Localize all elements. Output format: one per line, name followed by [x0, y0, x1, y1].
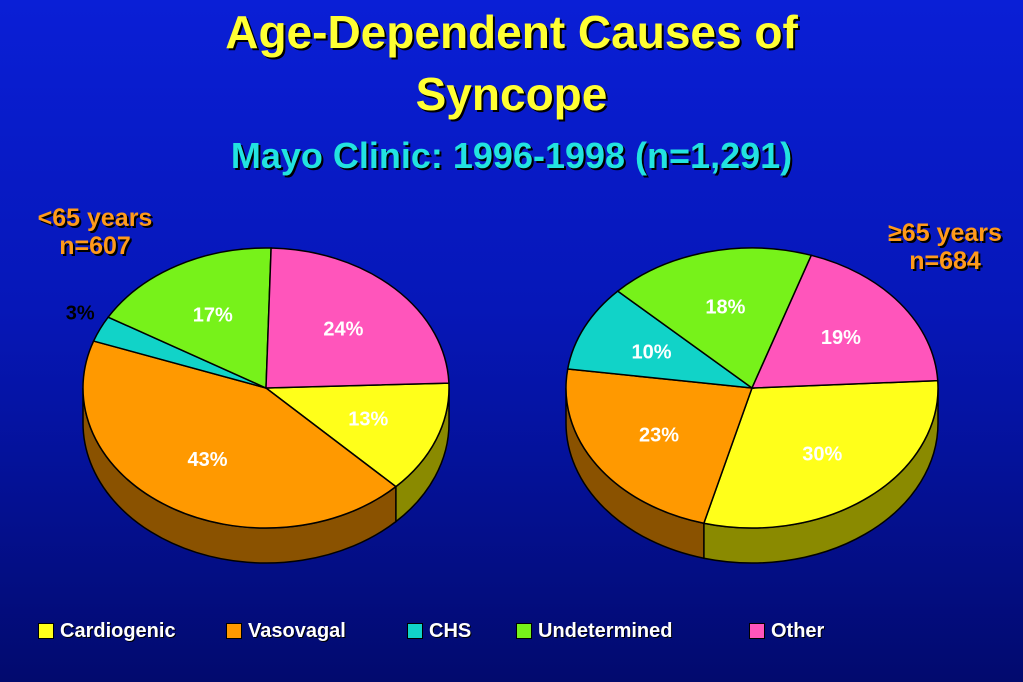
- legend-label-undetermined: Undetermined: [538, 619, 673, 642]
- legend-swatch-chs: [407, 623, 423, 639]
- pie-1-label-vasovagal: 43%: [187, 449, 227, 471]
- group-label-under-65-age: <65 years: [37, 204, 153, 232]
- pie-1-label-undetermined: 17%: [193, 305, 233, 327]
- pie-2-slice-cardiogenic: [702, 379, 939, 529]
- group-label-under-65-n: n=607: [59, 232, 131, 260]
- legend-label-cardiogenic: Cardiogenic: [60, 619, 176, 642]
- legend-swatch-vasovagal: [226, 623, 242, 639]
- pie-1-slice-cardiogenic: [263, 382, 450, 488]
- pie-1-slice-undetermined: [106, 247, 272, 390]
- legend-swatch-other: [749, 623, 765, 639]
- chart-title-line1: Age-Dependent Causes of: [225, 6, 798, 58]
- group-label-65-plus: ≥65 years n=684: [860, 219, 1023, 275]
- group-label-under-65: <65 years n=607: [15, 204, 175, 260]
- group-label-65-plus-age: ≥65 years: [888, 219, 1002, 247]
- pie-2-label-vasovagal: 23%: [639, 424, 679, 446]
- pie-2-slice-chs: [566, 290, 755, 390]
- pie-2-slice-other: [750, 254, 939, 389]
- pie-1-label-chs: 3%: [66, 303, 95, 325]
- legend-item-other: Other: [749, 617, 824, 645]
- legend-item-undetermined: Undetermined: [516, 617, 672, 645]
- pie-1-slice-other: [265, 247, 450, 389]
- legend-item-cardiogenic: Cardiogenic: [38, 617, 176, 645]
- chart-subtitle: Mayo Clinic: 1996-1998 (n=1,291): [230, 135, 793, 176]
- pie-2-label-other: 19%: [821, 327, 861, 349]
- legend-label-other: Other: [771, 619, 825, 642]
- legend-label-chs: CHS: [429, 619, 472, 642]
- chart-title-line2: Syncope: [415, 68, 608, 120]
- pie-2-slice-vasovagal: [565, 368, 754, 525]
- pie-1: 13% 43% 3% 17% 24%: [66, 247, 450, 564]
- pie-1-label-other: 24%: [323, 318, 363, 340]
- pie-2: 30% 23% 10% 18% 19%: [565, 247, 939, 564]
- legend-swatch-undetermined: [516, 623, 532, 639]
- pie-1-label-cardiogenic: 13%: [348, 409, 388, 431]
- legend-label-vasovagal: Vasovagal: [248, 619, 346, 642]
- pie-2-label-chs: 10%: [632, 341, 672, 363]
- legend-item-chs: CHS: [407, 617, 471, 645]
- pie-1-slice-vasovagal: [82, 340, 398, 529]
- pie-2-label-cardiogenic: 30%: [802, 443, 842, 465]
- pie-2-slice-undetermined: [616, 247, 813, 390]
- pie-2-label-undetermined: 18%: [705, 296, 745, 318]
- legend-swatch-cardiogenic: [38, 623, 54, 639]
- legend-item-vasovagal: Vasovagal: [226, 617, 346, 645]
- group-label-65-plus-n: n=684: [909, 247, 981, 275]
- legend: Cardiogenic Vasovagal CHS Undetermined O…: [0, 617, 1023, 645]
